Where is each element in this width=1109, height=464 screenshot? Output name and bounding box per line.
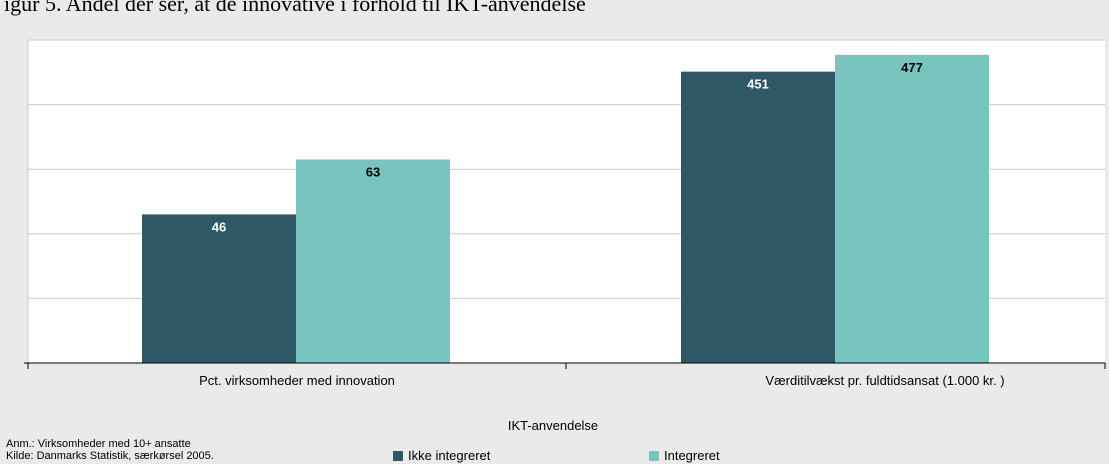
bar-value-label: 451	[747, 77, 769, 92]
category-label: Værditilvækst pr. fuldtidsansat (1.000 k…	[765, 373, 1004, 388]
note-kilde: Kilde: Danmarks Statistik, særkørsel 200…	[6, 450, 214, 462]
figure-title: igur 5. Andel der ser, at de innovative …	[4, 0, 586, 16]
bar-ikke-integreret	[142, 214, 296, 363]
legend-swatch-integreret	[649, 450, 659, 461]
bar-value-label: 477	[901, 60, 923, 75]
bar-integreret	[296, 159, 450, 363]
bar-value-label: 63	[366, 165, 380, 180]
bar-chart: 46 63 451 477 Pct. virksomheder med innovati…	[24, 39, 1106, 433]
legend-item-ikke-integreret: Ikke integreret	[393, 448, 490, 463]
bar-integreret	[835, 54, 989, 363]
chart-notes: Anm.: Virksomheder med 10+ ansatte Kilde…	[6, 438, 214, 462]
note-anm: Anm.: Virksomheder med 10+ ansatte	[6, 438, 191, 450]
legend-swatch-ikke-integreret	[393, 450, 403, 461]
bar-value-label: 46	[212, 219, 226, 234]
category-label: Pct. virksomheder med innovation	[199, 373, 395, 388]
x-axis-title: IKT-anvendelse	[508, 418, 598, 433]
bar-ikke-integreret	[681, 71, 835, 364]
legend-label-ikke-integreret: Ikke integreret	[408, 448, 491, 463]
legend-item-integreret: Integreret	[649, 448, 720, 463]
legend-label-integreret: Integreret	[664, 448, 720, 463]
